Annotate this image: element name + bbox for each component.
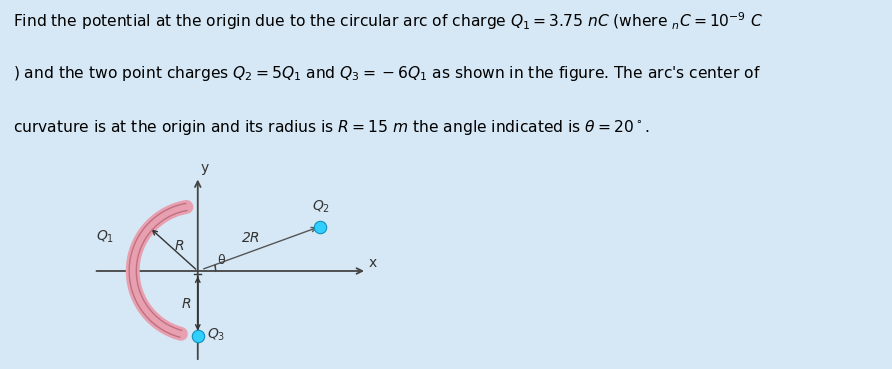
Text: θ: θ — [218, 254, 225, 267]
Text: $Q_3$: $Q_3$ — [207, 327, 225, 343]
Text: ) and the two point charges $Q_2 = 5Q_1$ and $Q_3 = -6Q_1$ as shown in the figur: ) and the two point charges $Q_2 = 5Q_1$… — [13, 64, 761, 83]
Point — [191, 333, 205, 339]
Text: $Q_1$: $Q_1$ — [96, 229, 114, 245]
Text: 2R: 2R — [242, 231, 260, 245]
Text: x: x — [368, 256, 376, 270]
Text: $Q_2$: $Q_2$ — [312, 199, 330, 215]
Text: R: R — [175, 239, 185, 253]
Text: R: R — [182, 297, 192, 311]
Text: y: y — [201, 161, 209, 175]
Text: curvature is at the origin and its radius is $R = 15\ m$ the angle indicated is : curvature is at the origin and its radiu… — [13, 118, 650, 137]
Point — [313, 224, 327, 230]
Text: Find the potential at the origin due to the circular arc of charge $Q_1 = 3.75\ : Find the potential at the origin due to … — [13, 11, 764, 32]
